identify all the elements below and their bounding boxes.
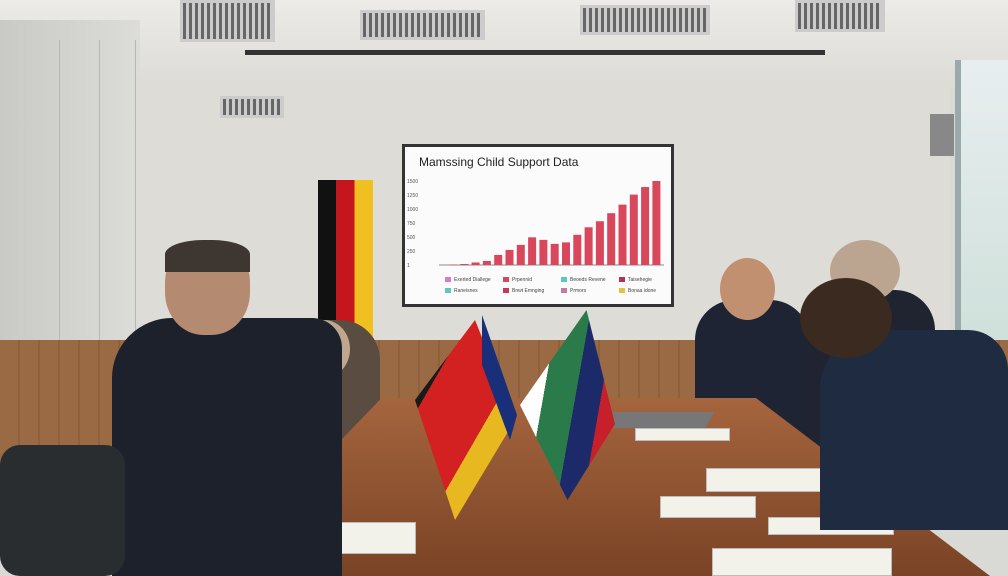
ceiling-rail	[245, 50, 825, 55]
ceiling-vent	[580, 5, 710, 35]
y-tick-label: 750	[407, 221, 416, 227]
legend-label: Bnwt Emnging	[512, 288, 545, 294]
legend-item: Prpennid	[503, 277, 532, 283]
document	[712, 548, 892, 576]
y-tick-label: 250	[407, 249, 416, 255]
bar	[449, 264, 457, 265]
legend-swatch	[619, 288, 625, 294]
bar	[550, 243, 559, 265]
woman-hair	[800, 278, 892, 358]
foreground-man-hair	[165, 240, 250, 272]
bar	[460, 263, 469, 265]
woman-foreground-right	[820, 330, 1008, 530]
legend-swatch	[619, 277, 625, 283]
legend-label: Prmors	[570, 288, 587, 294]
bar	[505, 249, 514, 265]
bar	[471, 262, 480, 265]
bald-head	[720, 258, 775, 320]
bar	[652, 181, 661, 265]
bar	[641, 187, 650, 265]
chart-title: Mamssing Child Support Data	[419, 155, 579, 169]
bar	[573, 234, 582, 265]
speaker	[930, 114, 954, 156]
window	[955, 60, 1008, 340]
bar	[494, 254, 503, 265]
legend-item: Taisehegie	[619, 277, 652, 283]
wall-panel	[100, 40, 136, 360]
chart-legend: Exerted Diallege Prpennid Beoeds Revene Tai…	[445, 277, 665, 303]
legend-label: Beoeds Revene	[570, 277, 606, 283]
ceiling-vent	[360, 10, 485, 40]
bar	[528, 237, 537, 265]
bar	[629, 194, 638, 265]
ceiling-light	[795, 0, 885, 32]
bar	[607, 213, 616, 265]
man-in-suit-foreground	[112, 318, 342, 576]
legend-item: Bnwt Emnging	[503, 288, 544, 294]
bar	[618, 204, 627, 265]
legend-label: Bonaa idone	[628, 288, 657, 294]
legend-item: Prmors	[561, 288, 586, 294]
legend-label: Taisehegie	[628, 277, 652, 283]
presentation-screen: Mamssing Child Support Data 1500 1250 1000…	[402, 144, 674, 307]
document	[660, 496, 756, 518]
legend-item: Exerted Diallege	[445, 277, 491, 283]
wall-vent	[220, 96, 284, 118]
legend-swatch	[503, 288, 509, 294]
y-tick-label: 500	[407, 235, 416, 241]
wall-panel	[60, 40, 100, 360]
left-wall	[0, 20, 140, 360]
legend-swatch	[503, 277, 509, 283]
bar	[584, 227, 593, 265]
legend-item: Raneisnes	[445, 288, 478, 294]
legend-item: Bonaa idone	[619, 288, 656, 294]
legend-label: Prpennid	[512, 277, 533, 283]
bar	[516, 244, 525, 265]
document	[635, 428, 730, 441]
bar	[539, 239, 548, 265]
y-tick-label: 1000	[407, 207, 419, 213]
bar	[482, 260, 491, 265]
y-tick-label: 1250	[407, 193, 419, 199]
y-tick-label: 1500	[407, 179, 419, 185]
bar-chart	[439, 181, 664, 266]
wall-panel	[10, 40, 60, 360]
legend-swatch	[561, 277, 567, 283]
legend-swatch	[561, 288, 567, 294]
legend-swatch	[445, 277, 451, 283]
bar	[562, 242, 570, 265]
chair	[0, 445, 125, 576]
legend-swatch	[445, 288, 451, 294]
y-tick-label: 1	[407, 263, 410, 269]
legend-item: Beoeds Revene	[561, 277, 606, 283]
bar	[595, 221, 604, 265]
legend-label: Exerted Diallege	[454, 277, 491, 283]
legend-label: Raneisnes	[454, 288, 478, 294]
ceiling-light	[180, 0, 275, 42]
